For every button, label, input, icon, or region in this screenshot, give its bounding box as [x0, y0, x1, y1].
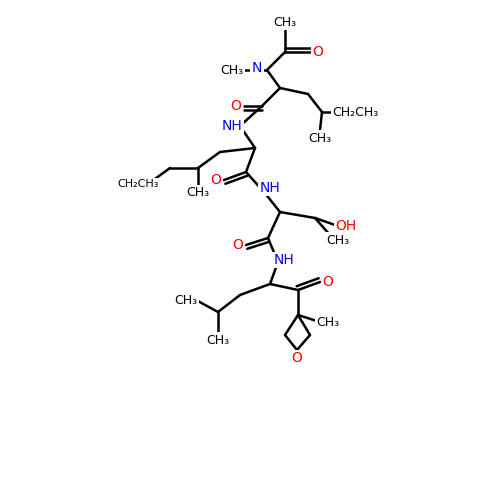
- Text: CH₃: CH₃: [326, 234, 349, 246]
- Text: CH₃: CH₃: [220, 64, 244, 76]
- Text: O: O: [312, 45, 324, 59]
- Text: O: O: [322, 275, 334, 289]
- Text: CH₃: CH₃: [308, 132, 332, 144]
- Text: CH₃: CH₃: [206, 334, 230, 346]
- Text: CH₃: CH₃: [186, 186, 210, 200]
- Text: O: O: [210, 173, 222, 187]
- Text: O: O: [230, 99, 241, 113]
- Text: NH: NH: [260, 181, 280, 195]
- Text: NH: NH: [274, 253, 294, 267]
- Text: O: O: [292, 351, 302, 365]
- Text: CH₂CH₃: CH₂CH₃: [332, 106, 378, 118]
- Text: O: O: [232, 238, 243, 252]
- Text: CH₃: CH₃: [274, 16, 296, 28]
- Text: N: N: [252, 61, 262, 75]
- Text: CH₃: CH₃: [174, 294, 198, 306]
- Text: CH₃: CH₃: [316, 316, 340, 328]
- Text: CH₂CH₃: CH₂CH₃: [118, 179, 158, 189]
- Text: NH: NH: [222, 119, 242, 133]
- Text: OH: OH: [336, 219, 356, 233]
